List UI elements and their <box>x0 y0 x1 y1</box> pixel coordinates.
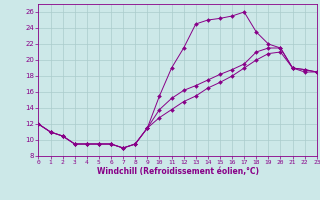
X-axis label: Windchill (Refroidissement éolien,°C): Windchill (Refroidissement éolien,°C) <box>97 167 259 176</box>
